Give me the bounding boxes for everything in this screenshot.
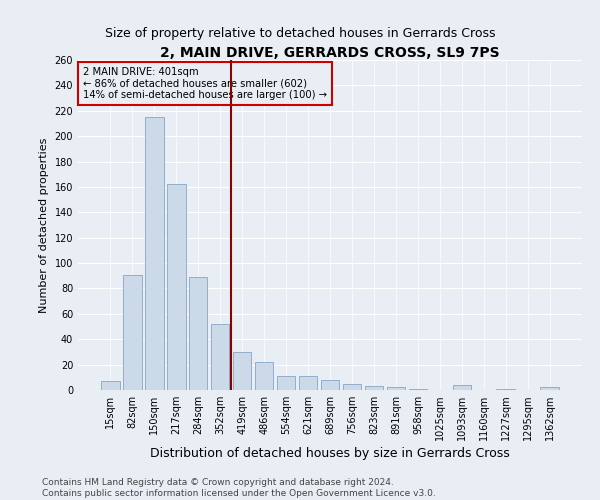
Bar [343, 384, 361, 390]
Bar [255, 362, 274, 390]
Text: 2 MAIN DRIVE: 401sqm
← 86% of detached houses are smaller (602)
14% of semi-deta: 2 MAIN DRIVE: 401sqm ← 86% of detached h… [83, 66, 327, 100]
Y-axis label: Number of detached properties: Number of detached properties [39, 138, 49, 312]
Text: Size of property relative to detached houses in Gerrards Cross: Size of property relative to detached ho… [105, 28, 495, 40]
Bar [233, 352, 251, 390]
Bar [386, 388, 405, 390]
Bar [541, 388, 559, 390]
Bar [409, 388, 427, 390]
Bar [320, 380, 340, 390]
Bar [145, 117, 164, 390]
Bar [365, 386, 383, 390]
Bar [211, 324, 229, 390]
Bar [452, 385, 471, 390]
Bar [299, 376, 317, 390]
Bar [277, 376, 295, 390]
Bar [189, 277, 208, 390]
Bar [101, 381, 119, 390]
Bar [167, 184, 185, 390]
Bar [496, 388, 515, 390]
Text: Contains HM Land Registry data © Crown copyright and database right 2024.
Contai: Contains HM Land Registry data © Crown c… [42, 478, 436, 498]
Bar [123, 274, 142, 390]
X-axis label: Distribution of detached houses by size in Gerrards Cross: Distribution of detached houses by size … [150, 448, 510, 460]
Title: 2, MAIN DRIVE, GERRARDS CROSS, SL9 7PS: 2, MAIN DRIVE, GERRARDS CROSS, SL9 7PS [160, 46, 500, 60]
